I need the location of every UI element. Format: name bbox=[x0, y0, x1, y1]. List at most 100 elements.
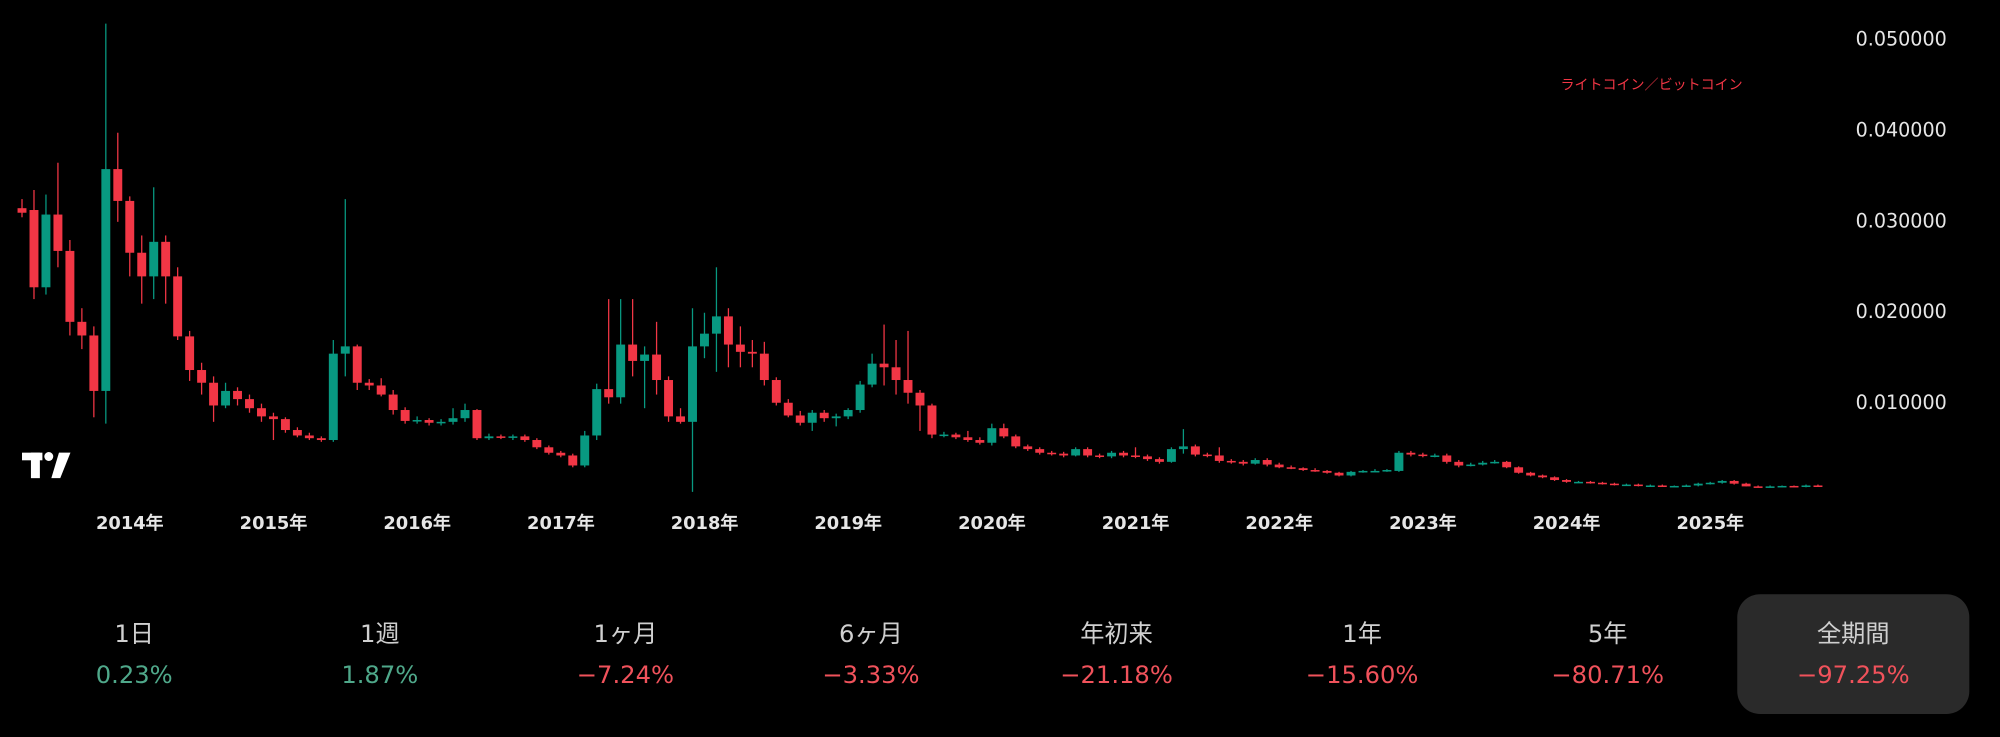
candle-body bbox=[1382, 470, 1392, 472]
candle-body bbox=[592, 389, 602, 436]
candle-body bbox=[496, 436, 506, 438]
candle-body bbox=[472, 410, 482, 439]
period-tab[interactable]: 1年 −15.60% bbox=[1306, 620, 1419, 689]
candle-body bbox=[268, 416, 278, 420]
candle-body bbox=[257, 408, 266, 417]
candle-body bbox=[1131, 455, 1140, 458]
candle-body bbox=[879, 363, 889, 368]
candle-body bbox=[412, 420, 422, 422]
candle-body bbox=[149, 241, 159, 277]
candle-body bbox=[544, 447, 554, 453]
period-tab[interactable]: 1ヶ月 −7.24% bbox=[577, 620, 674, 689]
candle-body bbox=[1478, 462, 1488, 465]
candle-body bbox=[999, 428, 1009, 437]
candle-body bbox=[1334, 472, 1344, 476]
candle-body bbox=[1729, 480, 1739, 484]
candle-body bbox=[616, 344, 626, 398]
candle-body bbox=[1322, 470, 1332, 473]
candle-body bbox=[915, 392, 925, 406]
candle-body bbox=[1813, 485, 1823, 488]
candle-body bbox=[1358, 470, 1368, 473]
candle-body bbox=[963, 437, 973, 441]
candle-body bbox=[831, 416, 841, 419]
candle-body bbox=[304, 435, 314, 439]
candle-body bbox=[1178, 446, 1188, 450]
candle-body bbox=[1202, 454, 1212, 457]
candle-body bbox=[1765, 486, 1775, 488]
candle-body bbox=[1753, 486, 1763, 488]
x-tick-label: 2018年 bbox=[671, 512, 739, 534]
candle-body bbox=[1789, 485, 1799, 488]
candle-body bbox=[819, 412, 829, 419]
selected-tab bbox=[1737, 594, 1970, 715]
period-label: 1年 bbox=[1342, 620, 1382, 648]
period-change: 0.23% bbox=[96, 661, 173, 689]
candle-body bbox=[328, 353, 338, 441]
candle-body bbox=[795, 415, 805, 423]
candle-body bbox=[1250, 460, 1260, 464]
candle-body bbox=[1502, 461, 1512, 468]
candle-body bbox=[29, 210, 39, 288]
candle-body bbox=[1310, 470, 1320, 472]
period-tab[interactable]: 5年 −80.71% bbox=[1551, 620, 1664, 689]
candle-body bbox=[1574, 481, 1583, 484]
x-tick-label: 2017年 bbox=[527, 512, 595, 534]
candle-body bbox=[1801, 485, 1811, 488]
period-label: 1日 bbox=[114, 620, 154, 648]
candle-body bbox=[1609, 483, 1619, 486]
candle-body bbox=[1394, 452, 1404, 471]
candle-body bbox=[292, 430, 302, 436]
candle-body bbox=[1226, 460, 1236, 463]
candle-body bbox=[77, 321, 87, 336]
candle-body bbox=[424, 420, 434, 423]
candle-body bbox=[1442, 455, 1452, 462]
candle-body bbox=[711, 316, 721, 334]
x-tick-label: 2025年 bbox=[1676, 512, 1744, 534]
period-tab[interactable]: 6ヶ月 −3.33% bbox=[822, 620, 919, 689]
x-tick-label: 2022年 bbox=[1245, 512, 1313, 534]
candle-body bbox=[520, 436, 530, 441]
x-tick-label: 2019年 bbox=[814, 512, 882, 534]
candle-body bbox=[700, 333, 709, 347]
period-label: 6ヶ月 bbox=[839, 620, 903, 648]
candle-body bbox=[1286, 467, 1296, 469]
candle-body bbox=[807, 412, 817, 423]
candle-body bbox=[891, 367, 901, 381]
period-change: −15.60% bbox=[1306, 661, 1419, 689]
period-label: 1週 bbox=[360, 620, 400, 648]
candle-body bbox=[676, 416, 685, 422]
candle-body bbox=[508, 436, 518, 438]
period-tab[interactable]: 1週 1.87% bbox=[341, 620, 418, 689]
candle-body bbox=[233, 390, 242, 400]
candle-body bbox=[1550, 477, 1560, 481]
x-tick-label: 2021年 bbox=[1102, 512, 1170, 534]
candle-body bbox=[221, 390, 231, 406]
period-tab[interactable]: 年初来 −21.18% bbox=[1060, 620, 1173, 689]
x-tick-label: 2024年 bbox=[1533, 512, 1601, 534]
candle-body bbox=[388, 394, 398, 411]
candle-body bbox=[1741, 483, 1751, 487]
candle-body bbox=[759, 353, 769, 381]
candle-body bbox=[173, 276, 183, 337]
candle-body bbox=[1717, 480, 1727, 483]
x-tick-label: 2014年 bbox=[96, 512, 164, 534]
candle-body bbox=[17, 208, 27, 213]
candle-body bbox=[448, 418, 458, 422]
period-tab[interactable]: 1日 0.23% bbox=[96, 620, 173, 689]
period-tab[interactable]: 全期間 −97.25% bbox=[1797, 620, 1910, 689]
candle-body bbox=[1083, 449, 1093, 456]
candle-body bbox=[1705, 482, 1715, 485]
x-tick-label: 2023年 bbox=[1389, 512, 1457, 534]
candle-body bbox=[1298, 468, 1308, 471]
candle-body bbox=[1346, 471, 1356, 476]
candle-body bbox=[280, 419, 290, 431]
tv-logo bbox=[22, 452, 71, 479]
x-tick-label: 2020年 bbox=[958, 512, 1026, 534]
period-label: 年初来 bbox=[1080, 620, 1153, 648]
candle-body bbox=[747, 351, 757, 354]
candle-body bbox=[1214, 455, 1224, 461]
candle-body bbox=[580, 435, 590, 466]
candle-body bbox=[316, 438, 326, 441]
period-label: 1ヶ月 bbox=[593, 620, 657, 648]
candle-body bbox=[484, 436, 494, 439]
